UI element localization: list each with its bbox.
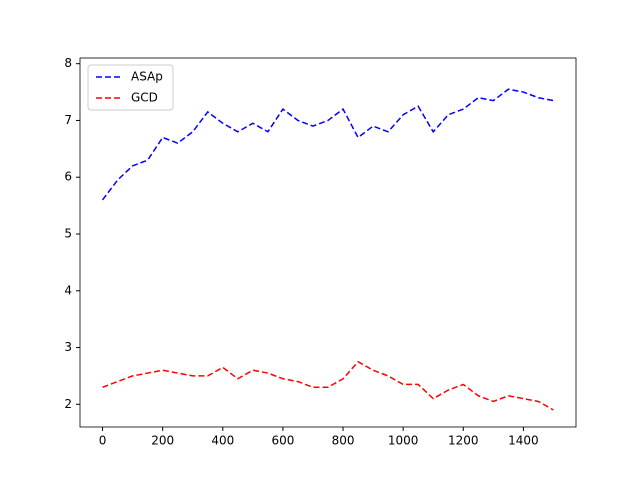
y-tick-label: 7 — [64, 113, 72, 127]
x-tick-label: 600 — [271, 434, 294, 448]
x-tick-label: 200 — [151, 434, 174, 448]
series-line — [102, 360, 554, 411]
y-tick-label: 4 — [64, 283, 72, 297]
x-tick-label: 800 — [332, 434, 355, 448]
x-tick-label: 1400 — [508, 434, 539, 448]
x-tick-label: 1000 — [388, 434, 419, 448]
legend-label: ASAp — [131, 70, 163, 84]
y-tick-label: 6 — [64, 170, 72, 184]
y-tick-label: 2 — [64, 397, 72, 411]
plot-frame — [79, 57, 577, 428]
series-line — [101, 88, 554, 201]
x-tick-label: 400 — [211, 434, 234, 448]
legend-label: GCD — [131, 91, 158, 105]
x-tick-label: 0 — [99, 434, 107, 448]
y-tick-label: 5 — [64, 226, 72, 240]
y-tick-label: 3 — [64, 340, 72, 354]
y-tick-label: 8 — [64, 56, 72, 70]
x-tick-label: 1200 — [448, 434, 479, 448]
